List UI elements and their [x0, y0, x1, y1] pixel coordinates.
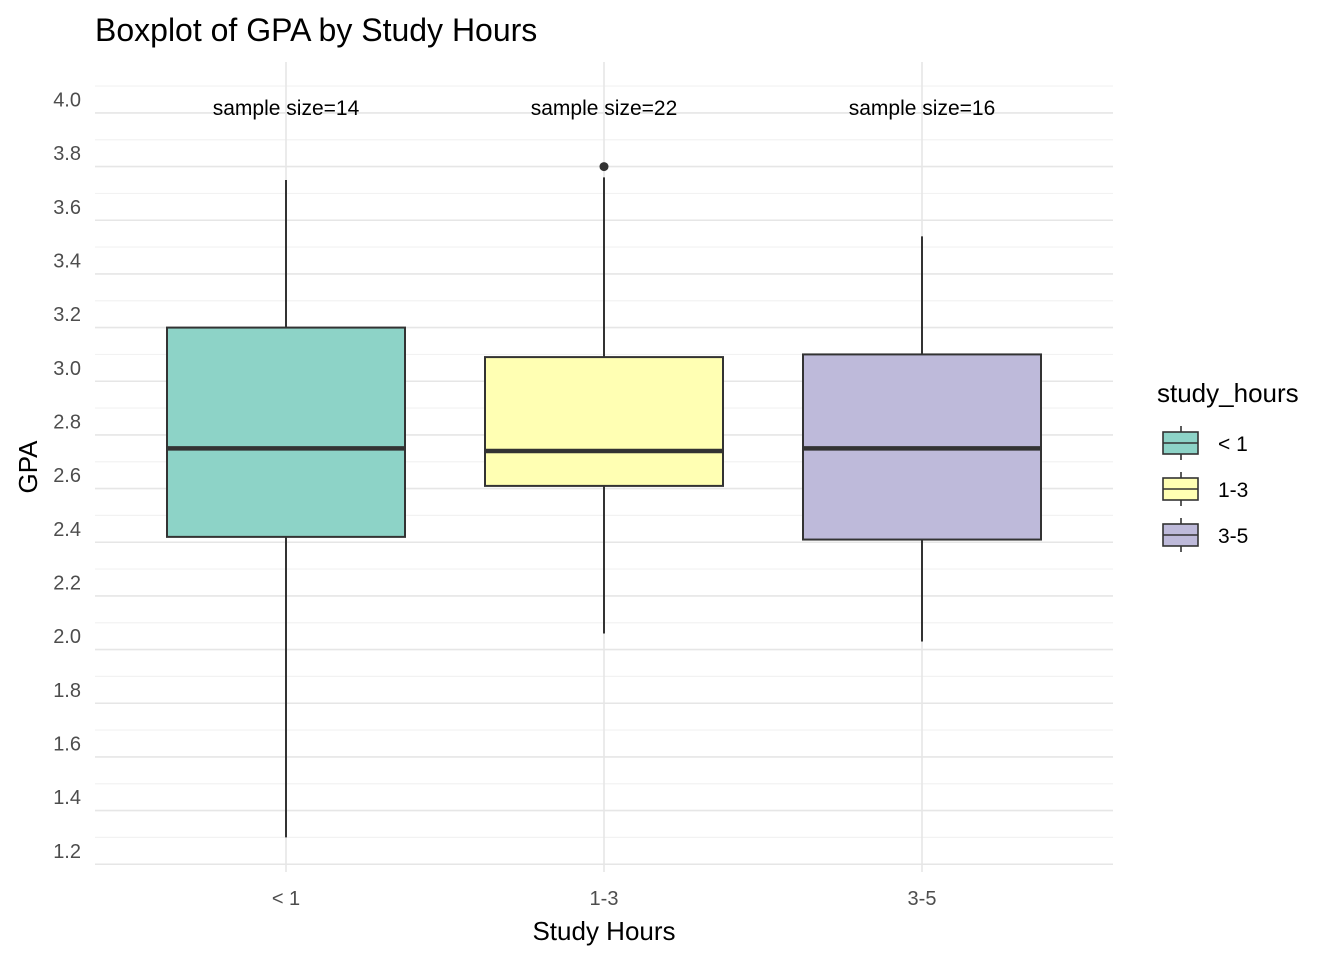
legend-item: 3-5 — [1162, 518, 1248, 552]
legend-label: < 1 — [1218, 433, 1248, 456]
sample-size-label: sample size=14 — [213, 97, 360, 120]
x-axis-title: Study Hours — [532, 916, 675, 946]
y-axis-ticks: 1.2 1.4 1.6 1.8 2.0 2.2 2.4 2.6 2.8 3.0 3.2 3.4 3.6 3… — [53, 90, 81, 863]
box-group — [166, 179, 406, 838]
y-tick-label: 2.6 — [53, 465, 81, 487]
y-tick-label: 2.2 — [53, 572, 81, 594]
outlier-point — [599, 162, 609, 172]
sample-size-label: sample size=16 — [849, 97, 996, 120]
legend-item: < 1 — [1162, 426, 1248, 460]
y-tick-label: 3.2 — [53, 304, 81, 326]
box — [484, 356, 724, 487]
legend-item: 1-3 — [1162, 472, 1248, 506]
x-tick-label: 1-3 — [590, 888, 619, 910]
y-tick-label: 4.0 — [53, 90, 81, 112]
y-tick-label: 3.0 — [53, 358, 81, 380]
y-tick-label: 3.8 — [53, 143, 81, 165]
x-tick-label: 3-5 — [908, 888, 937, 910]
box-group — [484, 162, 724, 634]
y-tick-label: 3.6 — [53, 197, 81, 219]
y-tick-label: 3.4 — [53, 250, 81, 272]
y-tick-label: 1.8 — [53, 680, 81, 702]
boxes — [166, 162, 1042, 838]
legend-title: study_hours — [1157, 378, 1299, 408]
y-tick-label: 2.0 — [53, 626, 81, 648]
box — [166, 326, 406, 538]
legend: study_hours < 1 1-3 3-5 — [1157, 378, 1299, 552]
y-tick-label: 1.6 — [53, 733, 81, 755]
y-tick-label: 2.4 — [53, 519, 81, 541]
sample-size-label: sample size=22 — [531, 97, 678, 120]
x-axis-ticks: < 1 1-3 3-5 — [272, 888, 937, 910]
legend-label: 1-3 — [1218, 479, 1248, 502]
legend-label: 3-5 — [1218, 525, 1248, 548]
y-tick-label: 1.4 — [53, 787, 81, 809]
sample-size-annotations: sample size=14 sample size=22 sample size=… — [213, 97, 996, 120]
y-axis-title: GPA — [13, 440, 43, 494]
box-group — [802, 236, 1042, 642]
y-tick-label: 1.2 — [53, 841, 81, 863]
x-tick-label: < 1 — [272, 888, 300, 910]
chart-title: Boxplot of GPA by Study Hours — [95, 12, 537, 48]
y-tick-label: 2.8 — [53, 411, 81, 433]
